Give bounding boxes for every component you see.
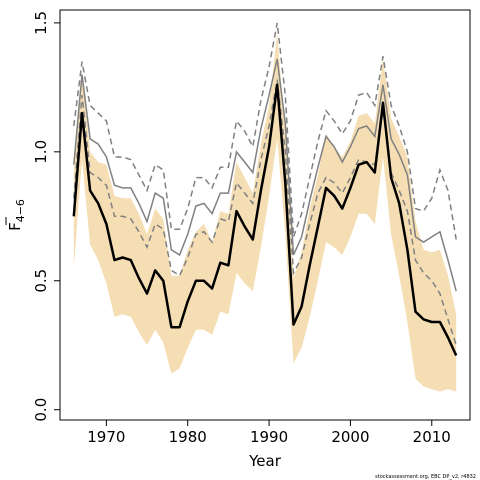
secondary-lower-line [73, 79, 457, 346]
credit-text: stockassessment.org, EBC DP_v2, r4832 [375, 474, 476, 480]
secondary-estimate-line [73, 58, 457, 292]
y-axis-title: F4−6 [5, 199, 27, 231]
svg-text:F4−6: F4−6 [6, 199, 27, 231]
axes: 1970 1980 1990 2000 2010 0.0 0.5 1.0 1.5 [32, 11, 451, 446]
y-tick-label: 1.5 [32, 11, 50, 35]
y-tick-label: 0.5 [32, 269, 50, 293]
plot-frame [59, 9, 471, 421]
y-axis-title-subscript: 4−6 [14, 199, 27, 222]
y-tick-label: 0.0 [32, 398, 50, 422]
x-tick-label: 1970 [87, 428, 125, 446]
secondary-upper-line [73, 22, 457, 240]
x-tick-label: 2000 [331, 428, 369, 446]
y-tick-label: 1.0 [32, 140, 50, 164]
confidence-band [73, 33, 457, 392]
x-tick-label: 1990 [250, 428, 288, 446]
x-tick-label: 2010 [413, 428, 451, 446]
y-axis-title-main: F [6, 222, 24, 231]
x-axis-title: Year [248, 452, 282, 470]
plot-area [72, 22, 458, 392]
estimate-line [72, 83, 458, 357]
x-tick-label: 1980 [169, 428, 207, 446]
